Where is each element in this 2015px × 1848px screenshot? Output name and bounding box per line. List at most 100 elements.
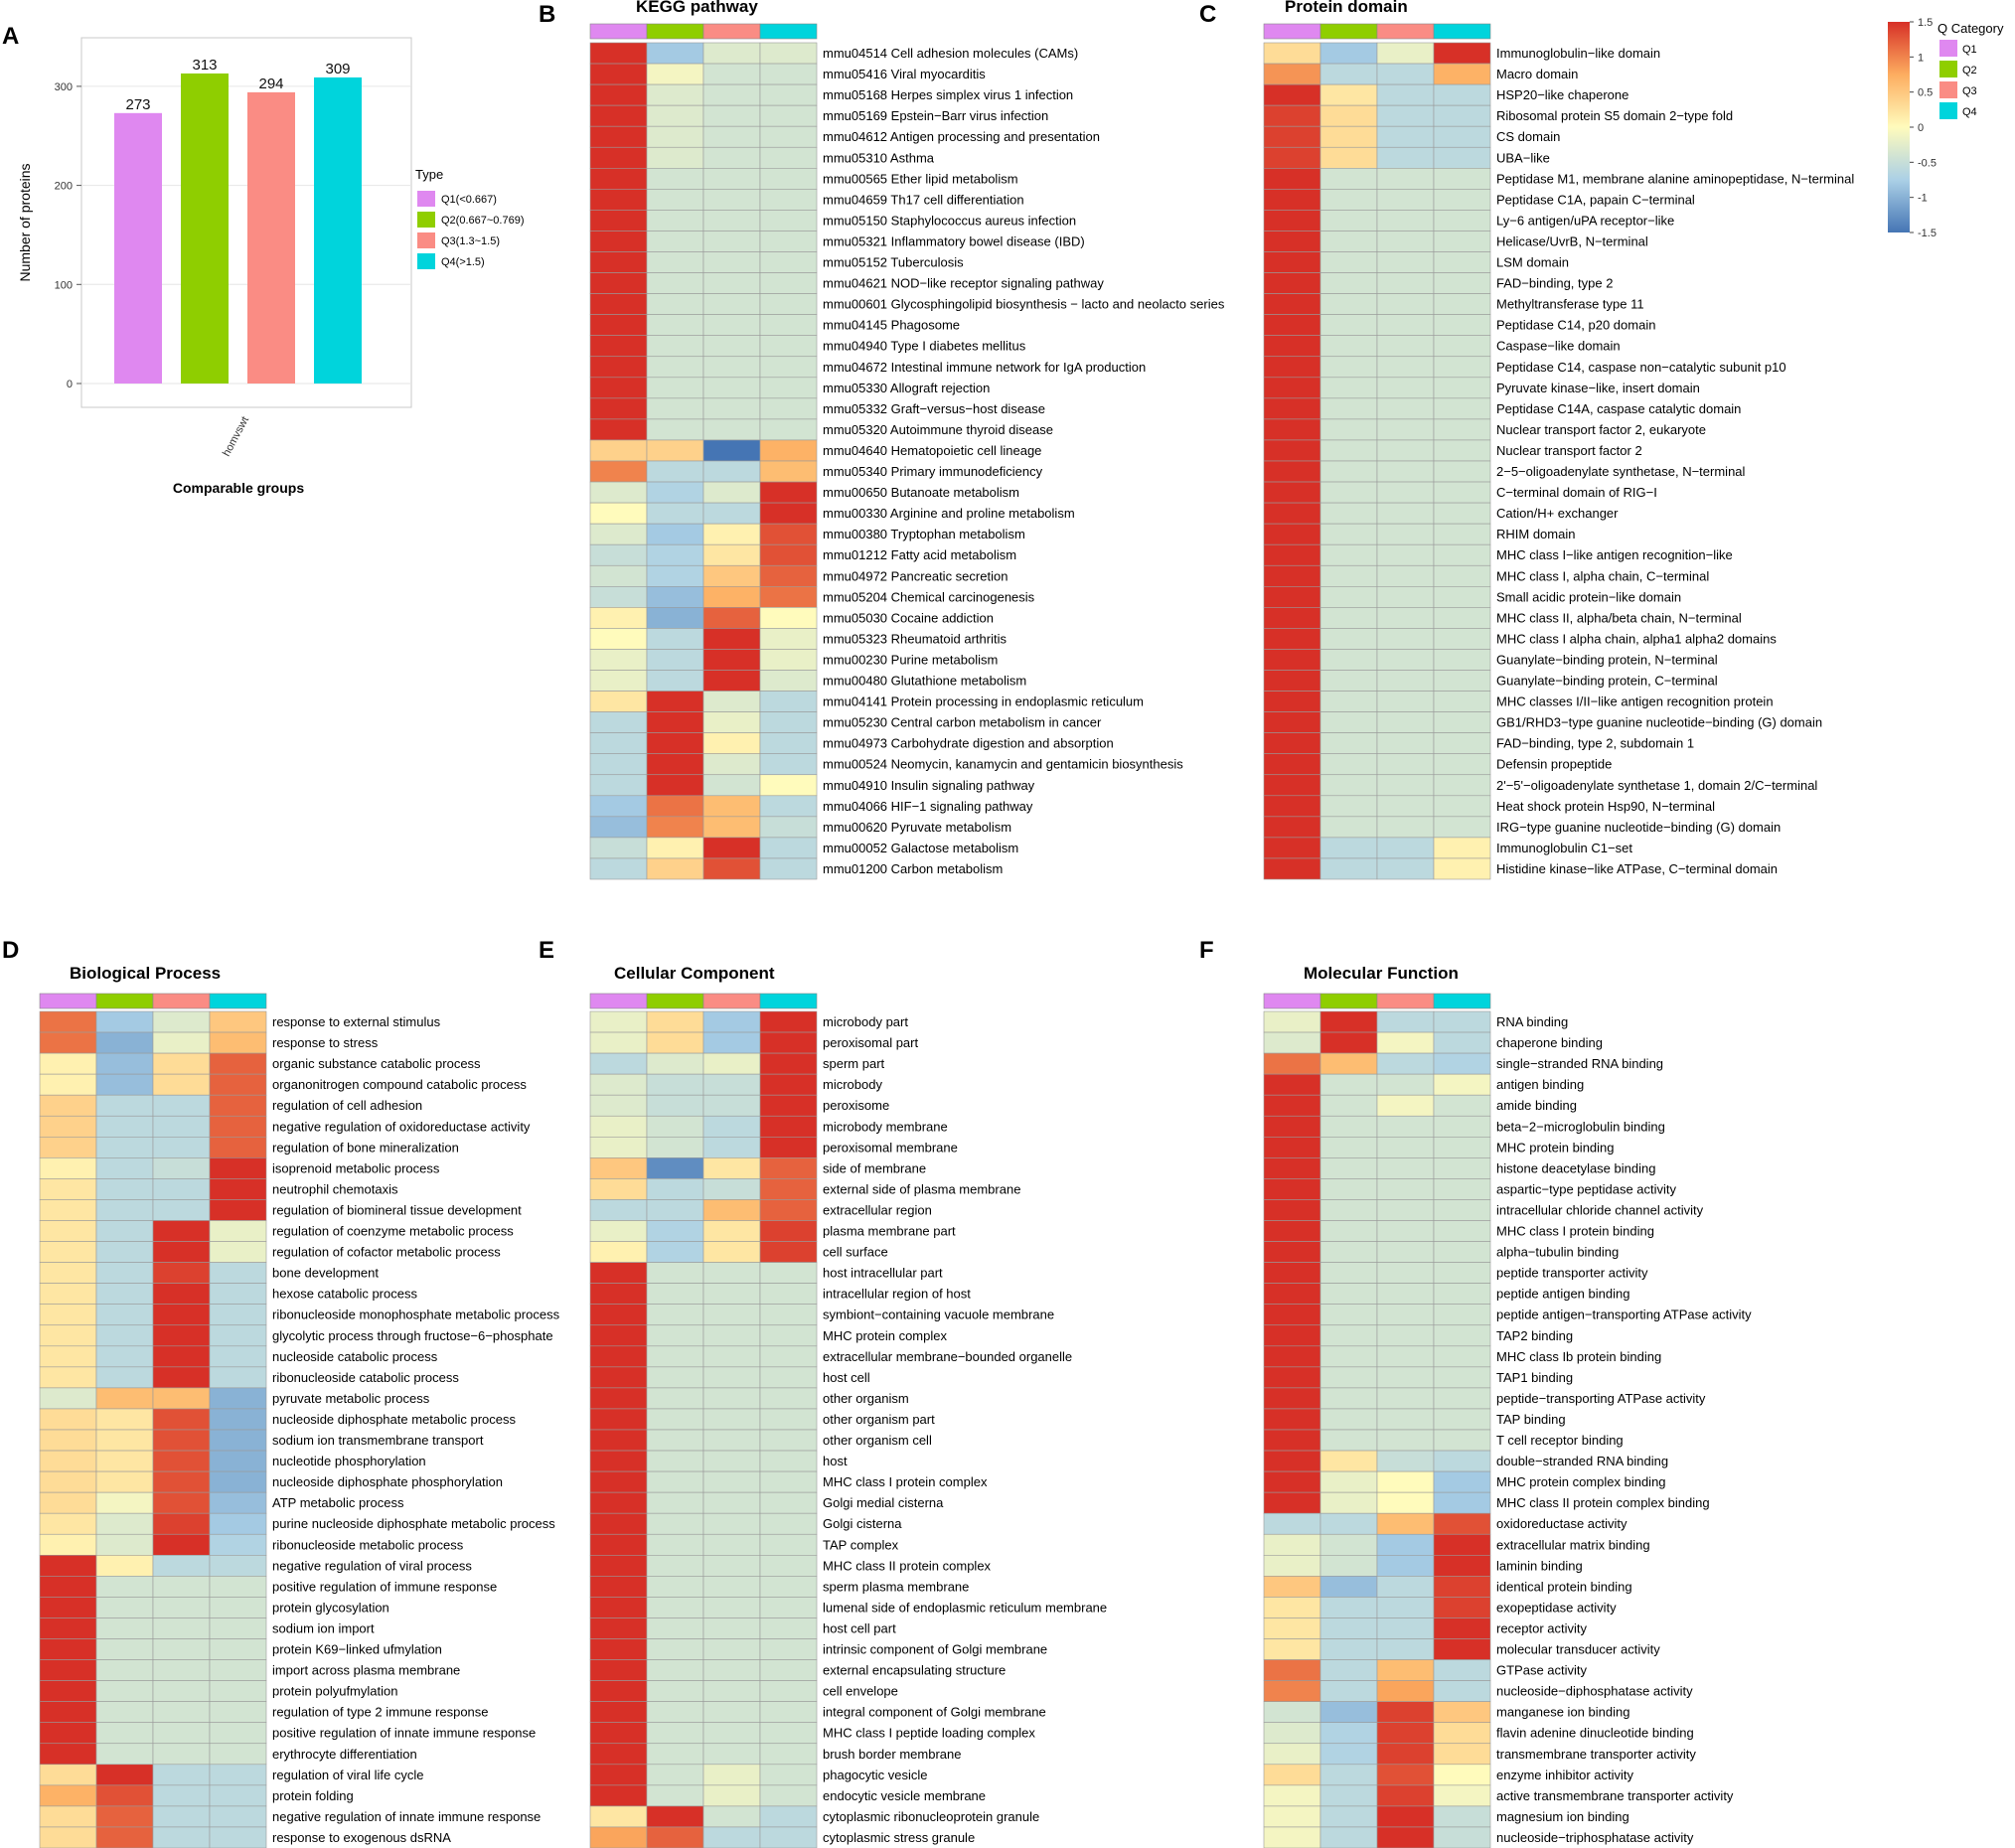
heatmap-cell	[1433, 293, 1491, 315]
heatmap-cell	[759, 1638, 818, 1660]
heatmap-cell	[702, 189, 761, 211]
heatmap-cell	[702, 1304, 761, 1326]
panel-f-title: Molecular Function	[1304, 964, 1459, 983]
heatmap-cell	[1433, 774, 1491, 797]
color-scale-bar	[1888, 22, 1910, 232]
heatmap-cell	[1433, 1345, 1491, 1368]
heatmap-cell	[589, 1262, 648, 1284]
heatmap-cell	[1263, 1031, 1321, 1054]
heatmap-cell	[646, 293, 704, 315]
heatmap-cell	[209, 1157, 267, 1179]
heatmap-cell	[759, 1491, 818, 1514]
heatmap-cell	[209, 1137, 267, 1158]
heatmap-cell	[152, 1805, 211, 1828]
heatmap-cell	[759, 481, 818, 504]
heatmap-cell	[1263, 1597, 1321, 1618]
heatmap-cell	[589, 670, 648, 692]
heatmap-cell	[589, 210, 648, 231]
panel-letter-c: C	[1199, 1, 1216, 28]
heatmap-cell	[702, 1220, 761, 1242]
heatmap-cell	[39, 1304, 97, 1326]
heatmap-cell	[589, 314, 648, 336]
heatmap-cell	[152, 1470, 211, 1493]
heatmap-cell	[1263, 1512, 1321, 1535]
heatmap-cell	[589, 732, 648, 755]
heatmap-cell	[39, 1073, 97, 1096]
heatmap-cell	[1433, 1659, 1491, 1681]
heatmap-cell	[646, 481, 704, 504]
heatmap-row-label: negative regulation of oxidoreductase ac…	[272, 1119, 531, 1134]
heatmap-row-label: Nuclear transport factor 2, eukaryote	[1496, 422, 1706, 437]
heatmap-row-label: cytoplasmic ribonucleoprotein granule	[823, 1809, 1039, 1824]
heatmap-cell	[759, 1555, 818, 1577]
heatmap-cell	[589, 335, 648, 358]
scale-tick-label: 1.5	[1918, 17, 1933, 29]
heatmap-cell	[759, 1450, 818, 1472]
heatmap-cell	[1319, 1157, 1378, 1179]
heatmap-cell	[1376, 356, 1435, 379]
panel-f-molecular-function-heatmap: Molecular Function RNA binding chaperone …	[1263, 964, 1752, 1848]
heatmap-cell	[589, 1470, 648, 1493]
heatmap-cell	[95, 1470, 154, 1493]
heatmap-cell	[1319, 1115, 1378, 1138]
heatmap-cell	[646, 63, 704, 85]
heatmap-cell	[209, 1304, 267, 1326]
heatmap-cell	[589, 460, 648, 483]
heatmap-cell	[39, 1408, 97, 1431]
heatmap-row-label: peroxisome	[823, 1098, 889, 1113]
heatmap-cell	[702, 1052, 761, 1075]
heatmap-cell	[1263, 1533, 1321, 1556]
heatmap-row-label: mmu05030 Cocaine addiction	[823, 610, 994, 625]
heatmap-cell	[646, 1470, 704, 1493]
heatmap-cell	[589, 753, 648, 776]
heatmap-cell	[1433, 104, 1491, 127]
heatmap-row-label: sodium ion import	[272, 1620, 375, 1635]
heatmap-row-label: Peptidase C14, p20 domain	[1496, 318, 1655, 333]
color-scale-legend: 1.5 1 0.5 0 -0.5 -1 -1.5 Q Category Q1 Q2 Q3 Q4	[1888, 17, 2004, 239]
heatmap-cell	[1376, 1450, 1435, 1472]
heatmap-cell	[759, 502, 818, 525]
heatmap-row-label: Immunoglobulin−like domain	[1496, 46, 1660, 61]
heatmap-cell	[1433, 397, 1491, 420]
heatmap-cell	[152, 1533, 211, 1556]
heatmap-cell	[39, 1262, 97, 1284]
heatmap-cell	[702, 1576, 761, 1598]
heatmap-cell	[759, 691, 818, 712]
heatmap-cell	[1376, 83, 1435, 106]
heatmap-cell	[1319, 628, 1378, 650]
heatmap-row-label: Heat shock protein Hsp90, N−terminal	[1496, 799, 1715, 814]
heatmap-cell	[1433, 1638, 1491, 1660]
heatmap-cell	[646, 189, 704, 211]
heatmap-cell	[1433, 1408, 1491, 1431]
heatmap-cell	[1319, 481, 1378, 504]
heatmap-cell	[759, 1031, 818, 1054]
heatmap-cell	[589, 1491, 648, 1514]
heatmap-cell	[1433, 1764, 1491, 1786]
heatmap-cell	[646, 543, 704, 566]
heatmap-cell	[1376, 795, 1435, 818]
heatmap-cell	[589, 1178, 648, 1200]
heatmap-cell	[1319, 649, 1378, 671]
heatmap-cell	[39, 1157, 97, 1179]
heatmap-cell	[1319, 1199, 1378, 1221]
heatmap-cell	[759, 125, 818, 148]
heatmap-cell	[589, 585, 648, 608]
heatmap-cell	[702, 418, 761, 441]
heatmap-cell	[1433, 460, 1491, 483]
heatmap-row-label: Helicase/UvrB, N−terminal	[1496, 233, 1648, 248]
heatmap-cell	[1263, 231, 1321, 252]
heatmap-cell	[1263, 1220, 1321, 1242]
heatmap-row-label: protein K69−linked ufmylation	[272, 1642, 442, 1657]
heatmap-row-label: other organism	[823, 1391, 909, 1406]
bar-q4	[314, 77, 362, 384]
heatmap-cell	[1263, 1324, 1321, 1347]
heatmap-cell	[1263, 125, 1321, 148]
heatmap-cell	[702, 670, 761, 692]
heatmap-row-label: molecular transducer activity	[1496, 1642, 1660, 1657]
heatmap-cell	[39, 1722, 97, 1745]
heatmap-cell	[759, 63, 818, 85]
heatmap-row-label: negative regulation of viral process	[272, 1558, 472, 1573]
heatmap-row-label: sodium ion transmembrane transport	[272, 1433, 484, 1448]
heatmap-cell	[702, 231, 761, 252]
heatmap-cell	[39, 1533, 97, 1556]
